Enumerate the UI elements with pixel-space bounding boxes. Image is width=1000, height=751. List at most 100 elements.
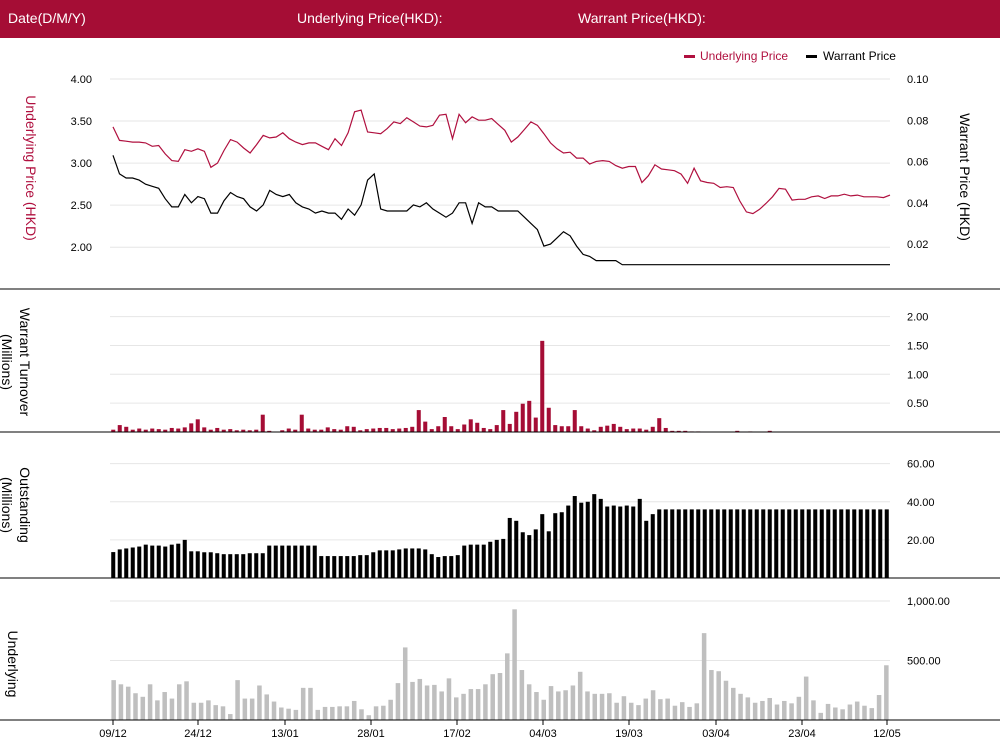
bar (345, 556, 350, 578)
bar (559, 426, 564, 432)
left-tick-label: 2.00 (71, 242, 92, 254)
bar (417, 678, 423, 720)
bar (481, 427, 486, 432)
tick-label: 2.00 (907, 312, 928, 324)
warrant-legend-label[interactable]: Warrant Price (823, 49, 896, 63)
bar (556, 691, 561, 720)
bar (618, 426, 623, 432)
bar (247, 553, 252, 578)
bar (337, 706, 342, 720)
x-axis: 09/12 24/12 13/01 28/01 17/02 04/03 19/03 03/04… (99, 720, 901, 740)
bar (439, 691, 444, 720)
bar (512, 609, 517, 720)
bar (322, 706, 328, 720)
bar (384, 550, 389, 578)
bar (176, 428, 181, 432)
tick-label: 20.00 (907, 535, 935, 547)
bar (137, 546, 142, 578)
bar (403, 548, 408, 578)
bar (497, 673, 503, 720)
bar (125, 686, 131, 720)
bar (585, 691, 590, 720)
bar (533, 529, 538, 578)
bar (344, 706, 350, 720)
underlying-price-axis-title: Underlying Price (HKD) (23, 95, 39, 240)
bar (202, 427, 207, 432)
bar (264, 694, 269, 720)
bar (213, 705, 218, 721)
bar (676, 509, 681, 579)
bar (548, 686, 554, 720)
bar (637, 428, 642, 432)
bar (782, 700, 787, 720)
bar (273, 545, 278, 578)
bar (884, 509, 889, 579)
outstanding-axis-title-line: (Millions) (0, 477, 15, 533)
bar (429, 429, 434, 432)
bar (501, 538, 506, 578)
bar (234, 430, 239, 432)
bar (865, 509, 870, 579)
bar (312, 545, 317, 578)
bar (507, 423, 512, 432)
bar (124, 426, 129, 432)
bar (803, 676, 809, 720)
bar (520, 403, 525, 432)
bar (150, 428, 155, 432)
bar (454, 697, 459, 720)
bar (300, 687, 306, 720)
warrant-turnover-axis-title-line: (Millions) (0, 334, 15, 390)
bar (605, 506, 610, 578)
bar (388, 699, 393, 720)
right-tick-label: 0.04 (907, 198, 928, 210)
bar (507, 517, 512, 578)
bar (359, 709, 364, 720)
bar (585, 428, 590, 432)
bar (793, 509, 798, 579)
bar (621, 696, 627, 720)
bar (566, 426, 571, 432)
bar (133, 693, 138, 720)
bar (184, 681, 189, 720)
bar (208, 552, 213, 578)
bar (787, 509, 792, 579)
bar (198, 702, 204, 720)
bar (234, 554, 239, 578)
bar (332, 429, 337, 432)
bar (416, 410, 421, 432)
bar (338, 556, 343, 578)
bar (247, 430, 252, 432)
bar (728, 509, 733, 579)
bar (672, 705, 678, 720)
bar (325, 427, 330, 432)
bar (483, 684, 488, 720)
bar (206, 700, 211, 720)
panel-warrant-turnover: 2.00 1.50 1.00 0.50 Warrant Turnover(Million… (0, 308, 928, 432)
bar (424, 685, 430, 720)
bar (254, 553, 259, 578)
bar (709, 670, 714, 720)
bar (462, 545, 467, 578)
legend[interactable]: Underlying Price Warrant Price (684, 49, 896, 63)
bar (254, 429, 259, 432)
bar (840, 709, 845, 720)
bar (189, 423, 194, 432)
bar (585, 501, 590, 578)
bar (598, 426, 603, 432)
bar (117, 549, 122, 578)
bar (839, 509, 844, 579)
bar (735, 430, 740, 432)
bar (607, 693, 612, 720)
warrant-price-line (112, 155, 890, 266)
bar (163, 429, 168, 432)
bar (806, 509, 811, 579)
date-label: Date(D/M/Y) (8, 10, 86, 26)
bar (436, 426, 441, 432)
bar (449, 556, 454, 578)
bar (631, 428, 636, 432)
underlying-legend-label[interactable]: Underlying Price (700, 49, 788, 63)
bar (397, 549, 402, 578)
bar (709, 509, 714, 579)
bar (260, 553, 265, 578)
